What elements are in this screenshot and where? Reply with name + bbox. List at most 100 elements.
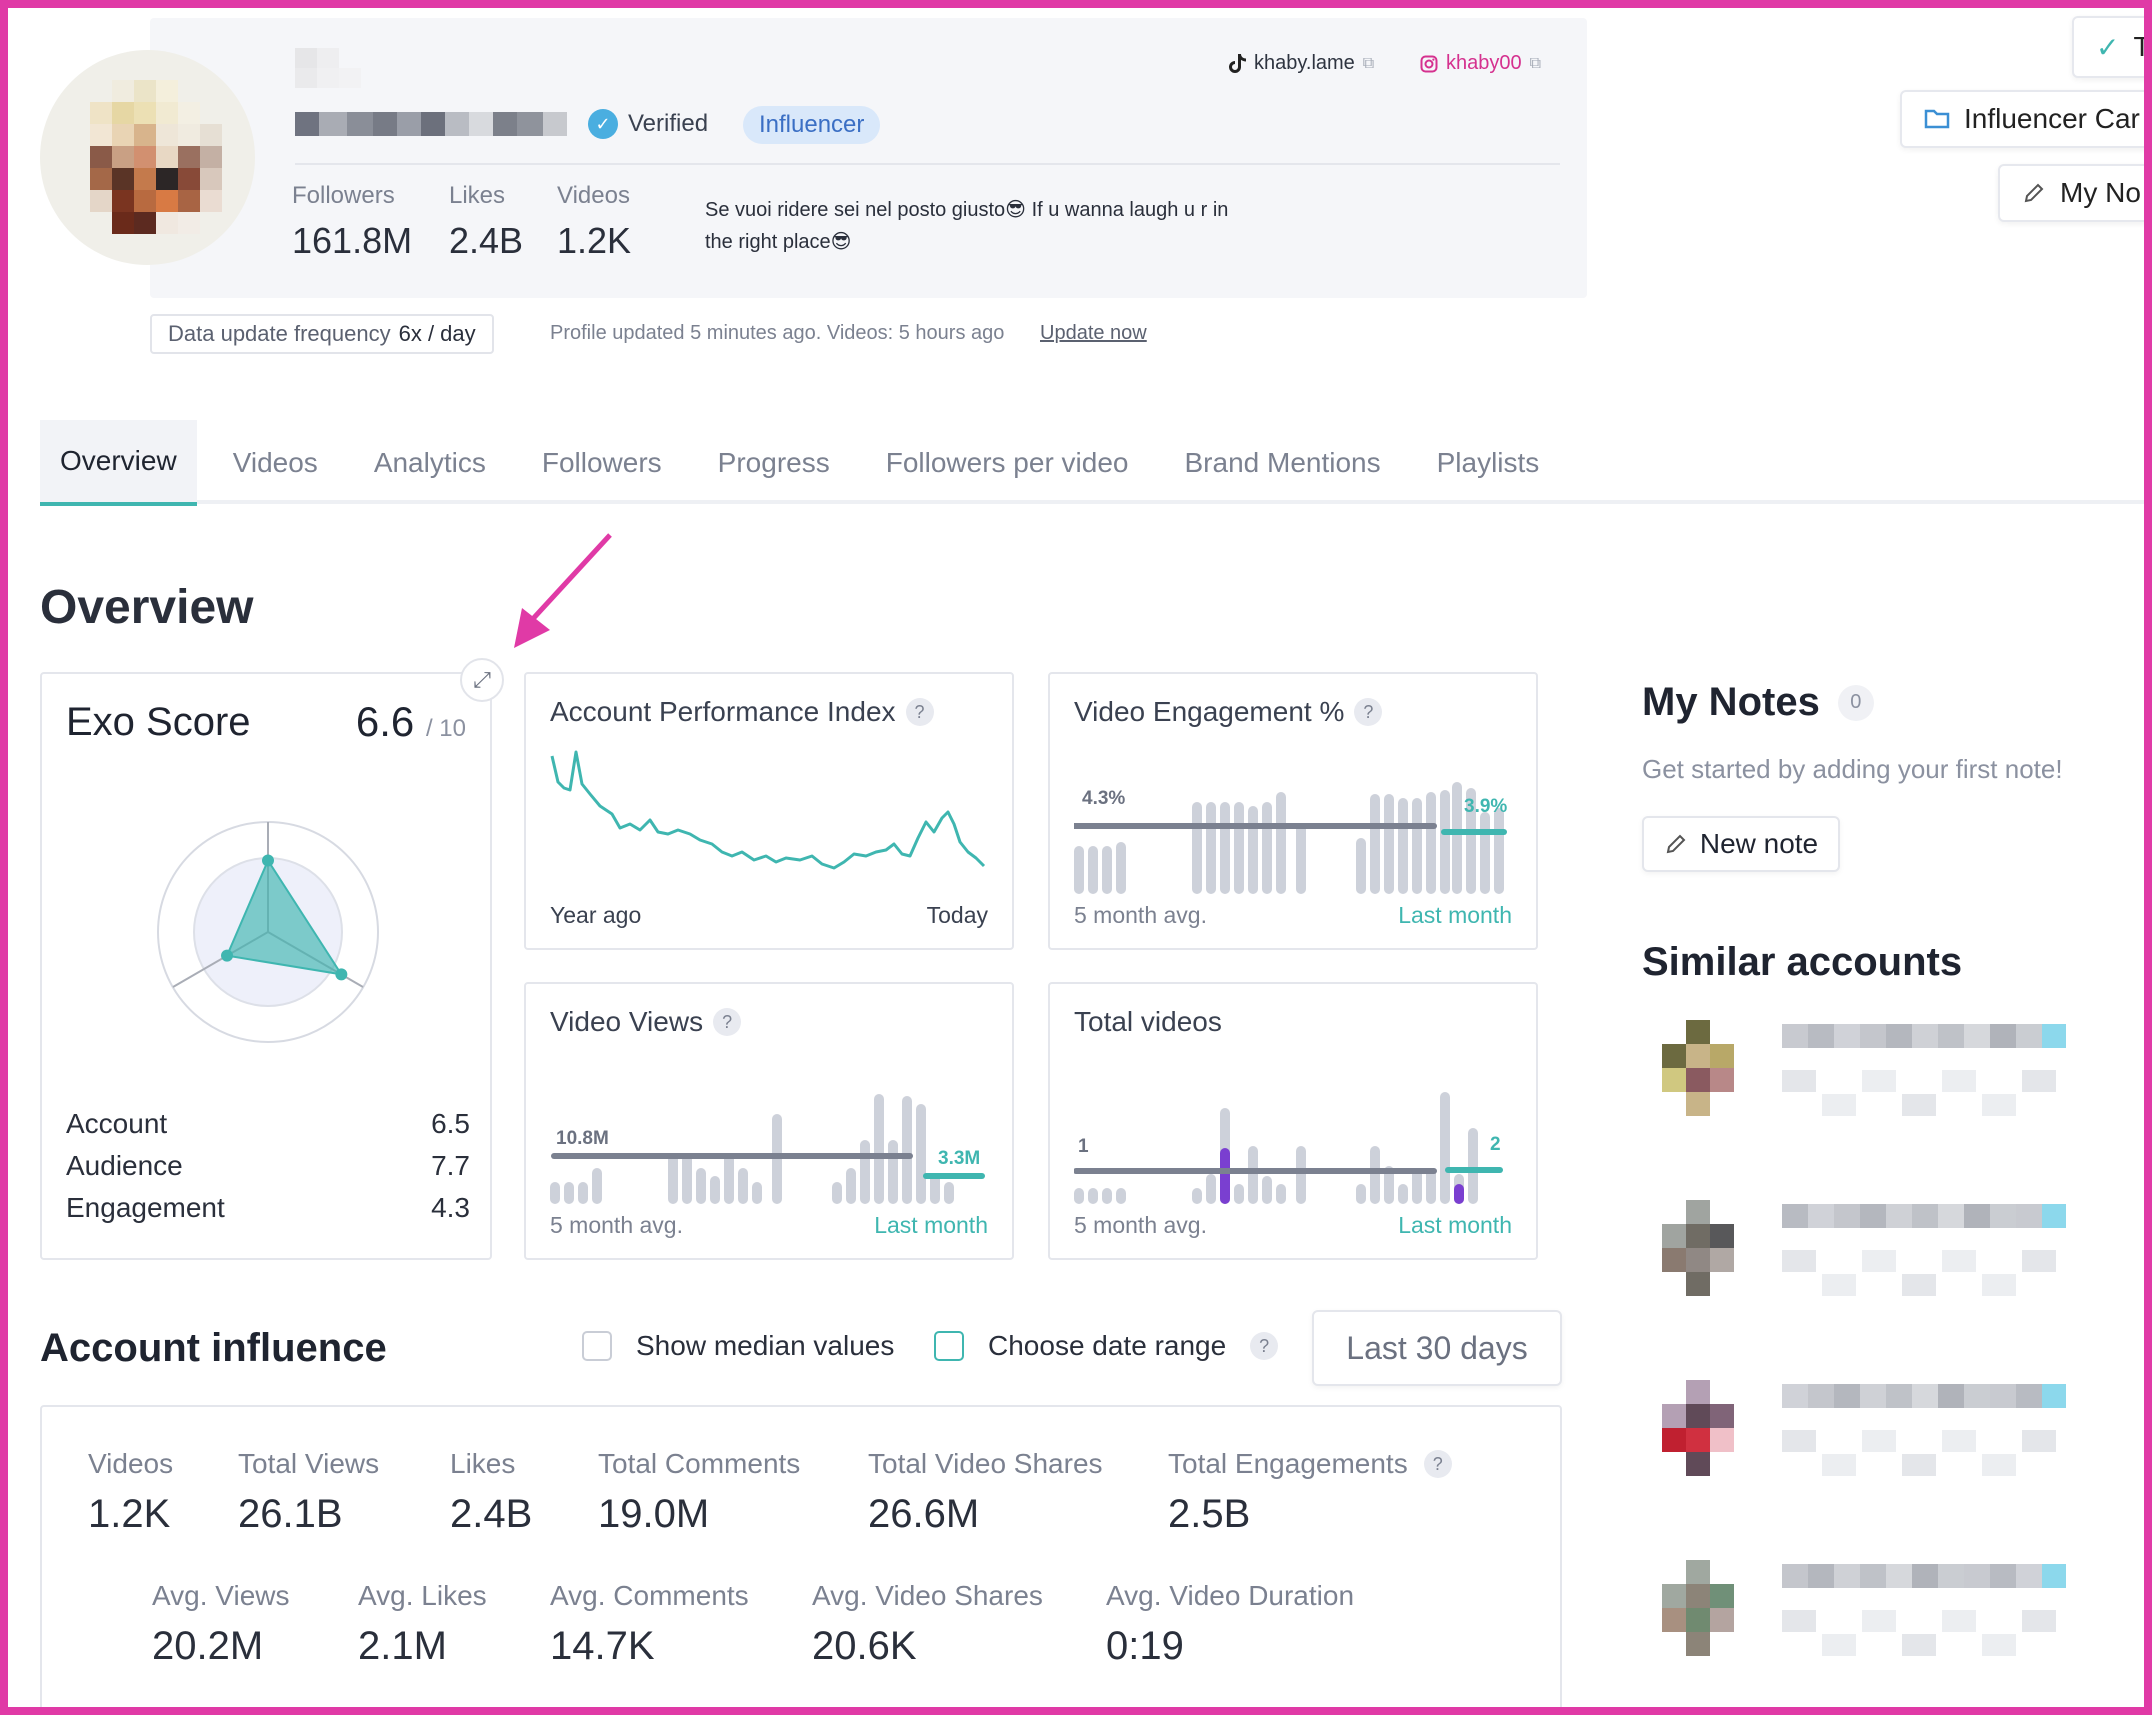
date-range-toggle[interactable]: Choose date range ? [934, 1330, 1279, 1362]
influencer-cards-button[interactable]: Influencer Car [1900, 90, 2152, 148]
avatar [1686, 1020, 1710, 1044]
similar-account-stats-blurred [1782, 1610, 1816, 1632]
avatar [1686, 1452, 1710, 1476]
metric-value: 2.1M [358, 1624, 447, 1668]
metric-label: Total Video Shares [868, 1448, 1103, 1479]
chart-bar [1452, 782, 1462, 894]
instagram-link[interactable]: khaby00 ⧉ [1420, 52, 1541, 75]
exo-radar-chart [157, 821, 379, 1043]
chart-bar-highlight [1220, 1148, 1230, 1204]
tab-brand-mentions[interactable]: Brand Mentions [1184, 447, 1381, 478]
views-last-value: 3.3M [938, 1148, 980, 1169]
total-videos-avg-value: 1 [1078, 1136, 1089, 1157]
similar-account-stats-blurred [1982, 1634, 2016, 1656]
chart-bar [1356, 838, 1366, 894]
tab-playlists[interactable]: Playlists [1436, 447, 1540, 478]
chart-bar [752, 1182, 762, 1204]
similar-account-stats-blurred [1782, 1070, 1816, 1092]
tab-analytics[interactable]: Analytics [373, 447, 486, 478]
engagement-avg-value: 4.3% [1082, 788, 1125, 809]
chart-bar [1398, 798, 1408, 894]
avatar-pixel [156, 212, 178, 234]
exo-score-card[interactable]: Exo Score 6.6 / 10 Account 6.5 Audience … [40, 672, 492, 1260]
help-icon[interactable]: ? [1250, 1332, 1279, 1360]
video-views-card[interactable]: Video Views ? 10.8M 3.3M 5 month avg. La… [524, 982, 1014, 1260]
similar-account-stats-blurred [1862, 1610, 1896, 1632]
avatar [1686, 1584, 1710, 1608]
avatar-pixel [156, 124, 178, 146]
my-notes-button[interactable]: My No [1998, 164, 2152, 222]
similar-account-stats-blurred [1982, 1274, 2016, 1296]
total-videos-title-row: Total videos [1074, 1006, 1222, 1038]
similar-account-name-blurred [1938, 1024, 1964, 1048]
avatar-pixel [134, 102, 156, 124]
similar-account-name-blurred [1808, 1384, 1834, 1408]
chart-bar [724, 1154, 734, 1204]
similar-account-stats-blurred [2022, 1610, 2056, 1632]
avatar-pixel [134, 80, 156, 102]
tab-progress[interactable]: Progress [717, 447, 830, 478]
similar-account-name-blurred [1834, 1204, 1860, 1228]
tab-followers[interactable]: Followers [541, 447, 662, 478]
tiktok-link[interactable]: khaby.lame ⧉ [1228, 52, 1374, 75]
metric-label: Avg. Video Duration [1106, 1580, 1355, 1611]
profile-header [150, 18, 1587, 298]
update-now-link[interactable]: Update now [1040, 322, 1147, 344]
total-videos-title: Total videos [1074, 1006, 1222, 1037]
stat-label: Followers [292, 182, 395, 209]
total-videos-card[interactable]: Total videos 1 2 5 month avg. Last month [1048, 982, 1538, 1260]
avatar-pixel [134, 124, 156, 146]
similar-account-row[interactable] [1642, 1010, 2112, 1150]
chart-bar [902, 1096, 912, 1204]
metric-value: 26.6M [868, 1492, 980, 1536]
median-checkbox[interactable] [582, 1331, 612, 1361]
checkmark-icon: ✓ [2096, 31, 2120, 63]
date-range-select[interactable]: Last 30 days [1312, 1310, 1562, 1386]
help-icon[interactable]: ? [1423, 1450, 1452, 1478]
chart-bar [916, 1104, 926, 1204]
similar-account-row[interactable] [1642, 1190, 2112, 1330]
metric-likes: Likes 2.4B [450, 1448, 532, 1537]
tab-followers-per-video[interactable]: Followers per video [885, 447, 1129, 478]
verified-badge: ✓ Verified [588, 106, 708, 142]
profile-name-blurred [295, 48, 375, 88]
api-card[interactable]: Account Performance Index ? Year ago Tod… [524, 672, 1014, 950]
chart-bar [1234, 802, 1244, 894]
new-note-button[interactable]: New note [1642, 816, 1840, 872]
chart-bar [1248, 1146, 1258, 1204]
similar-account-stats-blurred [1822, 1274, 1856, 1296]
tab-bar: Overview Videos Analytics Followers Prog… [40, 420, 1575, 506]
exo-row: Engagement 4.3 [66, 1192, 470, 1234]
avatar-pixel [90, 146, 112, 168]
tab-videos[interactable]: Videos [232, 447, 318, 478]
chart-bar [1440, 1092, 1450, 1204]
avatar-pixel [90, 102, 112, 124]
chart-bar [846, 1168, 856, 1204]
similar-account-row[interactable] [1642, 1550, 2112, 1690]
avatar [1662, 1404, 1686, 1428]
metric-value: 20.2M [152, 1624, 264, 1668]
median-toggle[interactable]: Show median values [582, 1330, 894, 1362]
video-engagement-card[interactable]: Video Engagement % ? 4.3% 3.9% 5 month a… [1048, 672, 1538, 950]
help-icon[interactable]: ? [1354, 698, 1383, 726]
expand-icon[interactable]: ⤢ [460, 658, 504, 702]
date-range-checkbox[interactable] [934, 1331, 964, 1361]
tab-overview[interactable]: Overview [40, 420, 197, 506]
similar-account-name-blurred [1912, 1564, 1938, 1588]
avatar-pixel [112, 124, 134, 146]
similar-account-row[interactable] [1642, 1370, 2112, 1510]
api-end-label: Today [926, 902, 988, 928]
similar-account-stats-blurred [1822, 1634, 1856, 1656]
tracked-button[interactable]: ✓ T [2072, 16, 2152, 78]
chart-bar [1192, 802, 1202, 894]
similar-account-stats-blurred [1862, 1250, 1896, 1272]
help-icon[interactable]: ? [905, 698, 934, 726]
metric-avg-comments: Avg. Comments 14.7K [550, 1580, 749, 1669]
metric-label: Videos [88, 1448, 174, 1479]
help-icon[interactable]: ? [713, 1008, 742, 1036]
tabs-divider [40, 500, 2144, 504]
similar-account-name-blurred [2016, 1024, 2042, 1048]
similar-account-name-blurred [1782, 1024, 1808, 1048]
metric-total-views: Total Views 26.1B [238, 1448, 379, 1537]
views-bar-chart: 10.8M 3.3M [550, 1094, 985, 1204]
